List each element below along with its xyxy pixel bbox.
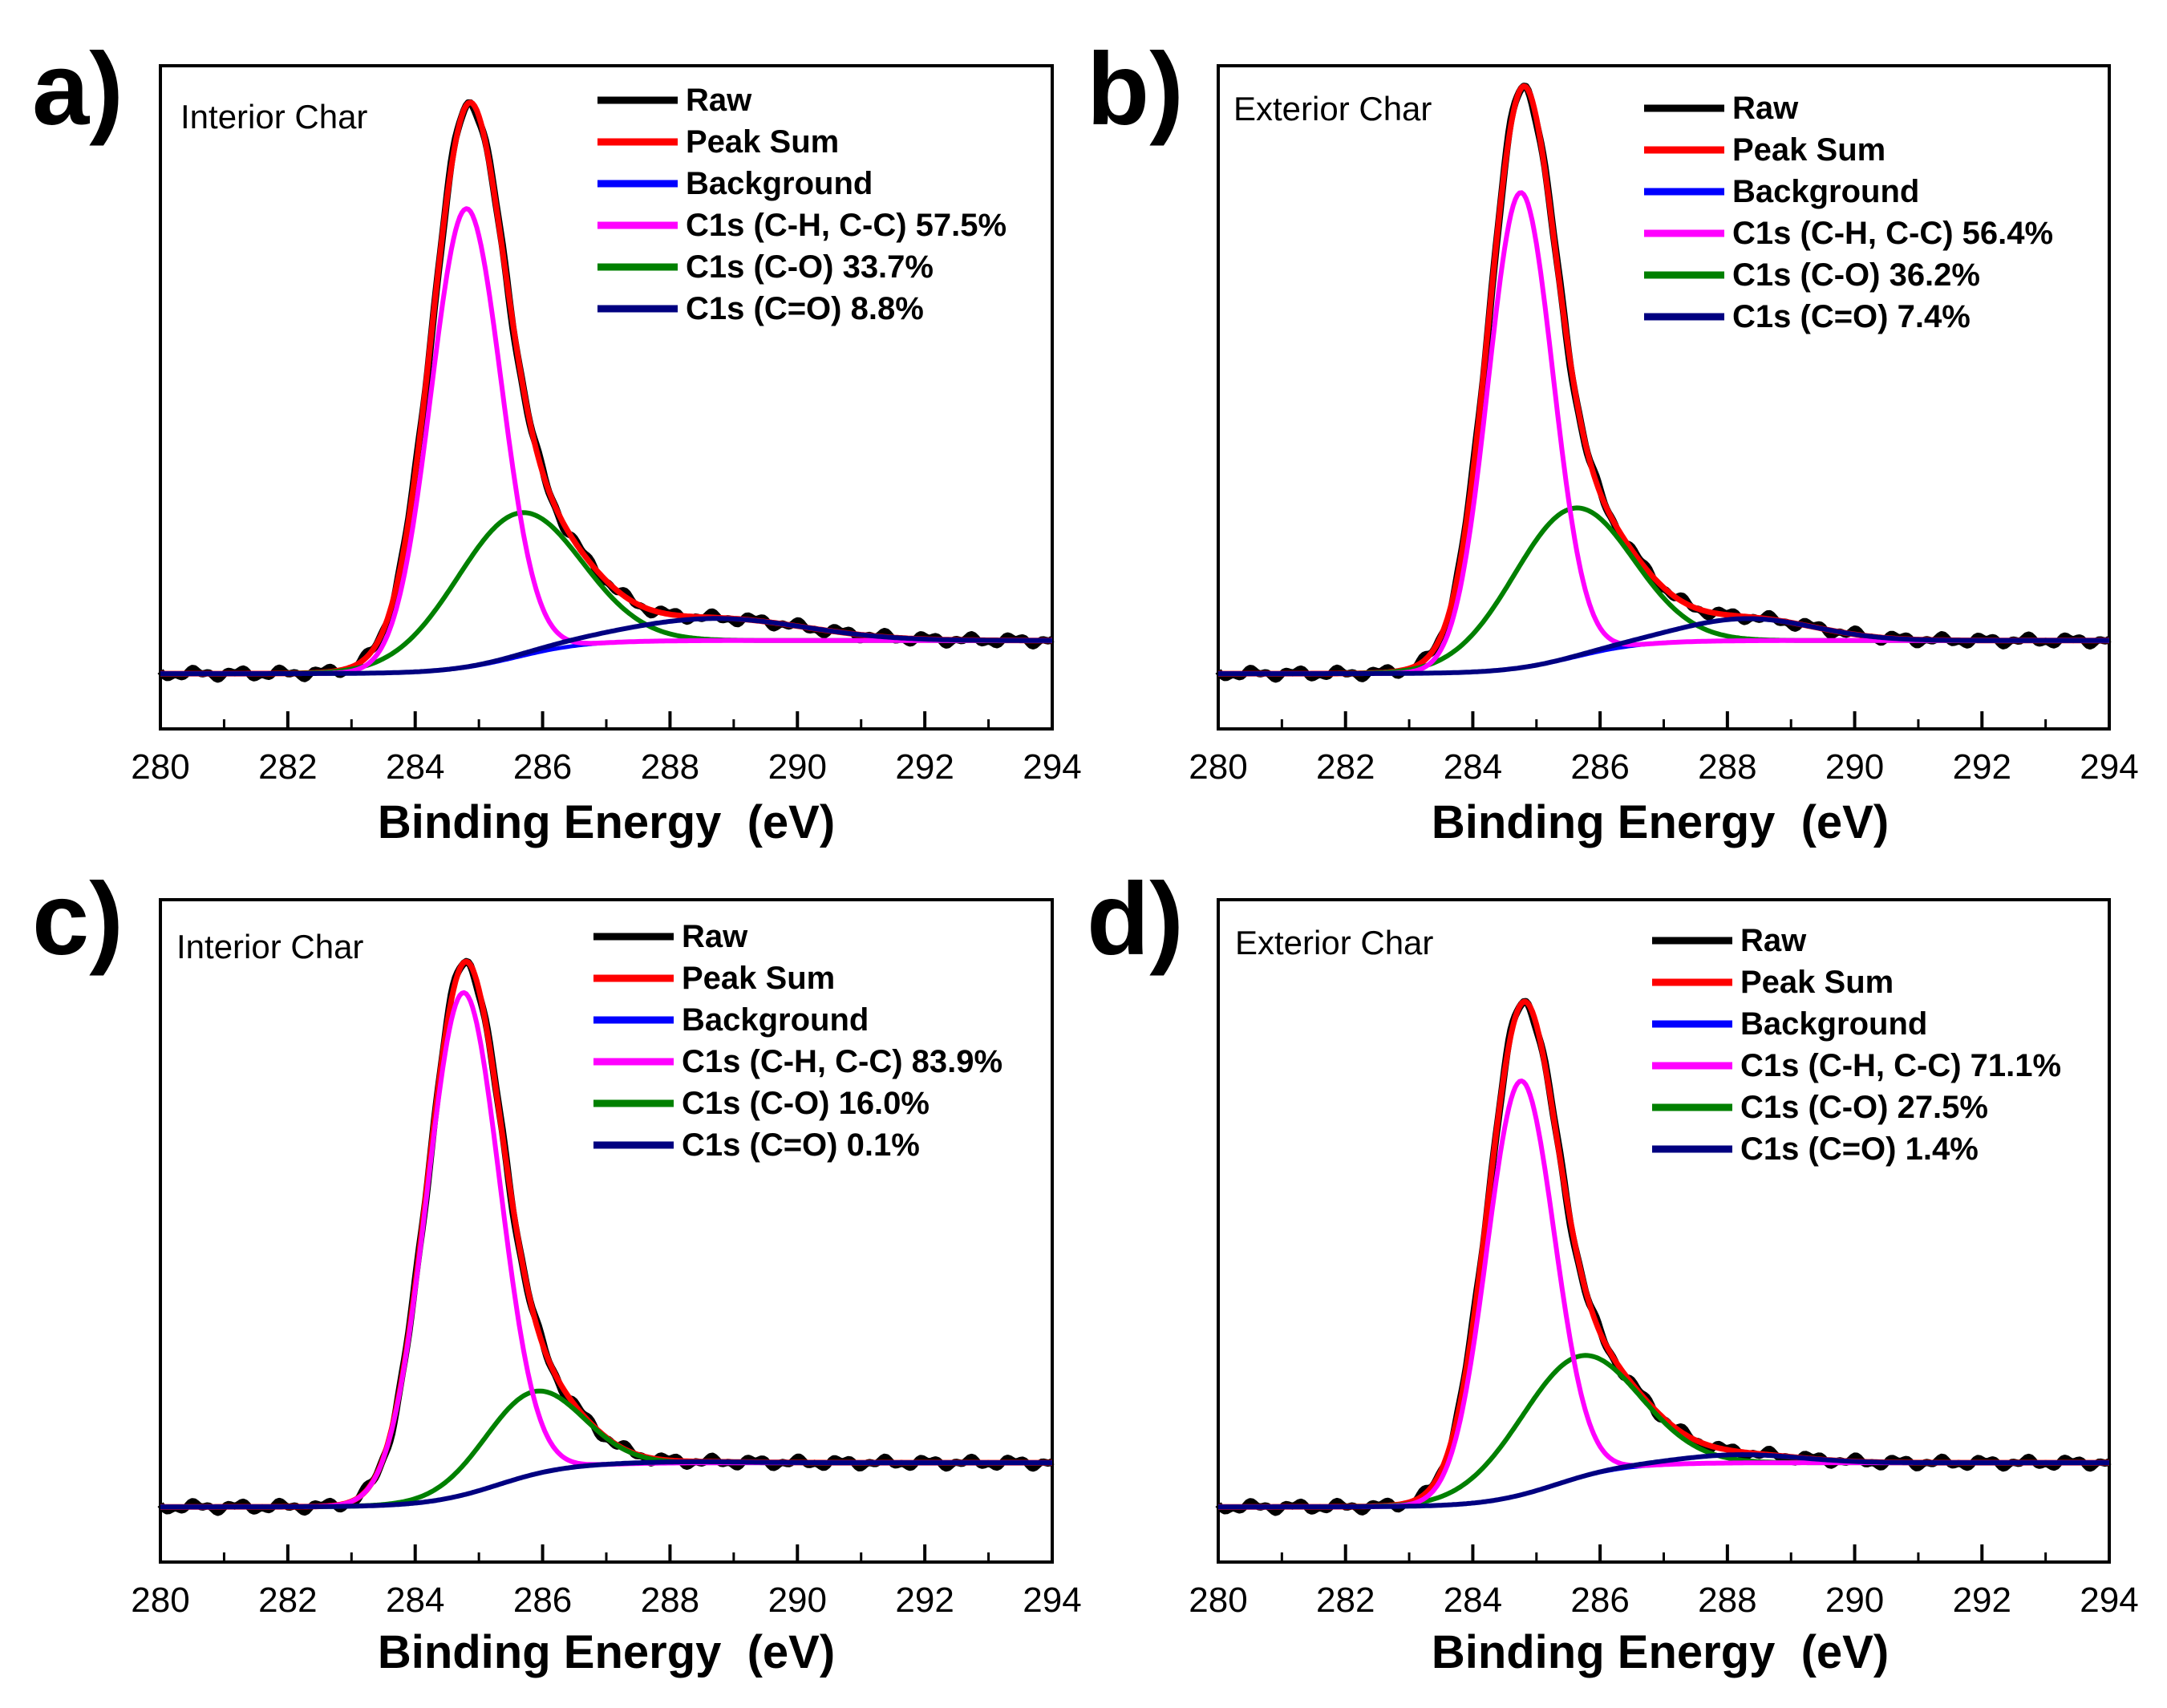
panel-label: c): [32, 862, 124, 977]
legend-label-ch-cc: C1s (C-H, C-C) 57.5%: [686, 208, 1007, 243]
panel-d: d) Exterior Char Raw Peak Sum Background…: [1087, 862, 2139, 1678]
legend-label-peak-sum: Peak Sum: [1740, 965, 1894, 1000]
sample-label: Exterior Char: [1235, 924, 1433, 961]
x-axis-title: Binding Energy (eV): [378, 1626, 835, 1678]
legend-label-raw: Raw: [1740, 923, 1807, 958]
legend-label-background: Background: [1740, 1006, 1927, 1042]
x-tick-label: 286: [513, 747, 572, 787]
legend-label-c-double-o: C1s (C=O) 0.1%: [682, 1127, 920, 1163]
x-tick-label: 290: [1825, 1581, 1884, 1620]
background-line: [160, 1460, 1052, 1509]
legend-label-background: Background: [686, 166, 873, 201]
peak-sum-line: [1217, 83, 2110, 677]
legend: Raw Peak Sum Background C1s (C-H, C-C) 5…: [597, 83, 1007, 326]
panel-label: b): [1087, 32, 1184, 147]
x-tick-label: 288: [641, 747, 699, 787]
x-tick-label: 288: [641, 1581, 699, 1620]
legend-label-peak-sum: Peak Sum: [686, 124, 839, 160]
x-tick-label: 280: [131, 747, 189, 787]
panel-label: d): [1087, 862, 1184, 977]
x-tick-label: 284: [1444, 747, 1502, 787]
x-tick-label: 294: [2080, 1581, 2138, 1620]
x-tick-label: 288: [1698, 747, 1756, 787]
background-line: [160, 638, 1052, 676]
background-line: [1218, 638, 2109, 676]
panel-a: a) Interior Char Raw Peak Sum Background…: [32, 32, 1082, 848]
x-tick-label: 294: [1023, 747, 1081, 787]
x-tick-label: 292: [1953, 747, 2011, 787]
x-tick-label: 294: [1023, 1581, 1081, 1620]
legend-label-c-double-o: C1s (C=O) 1.4%: [1740, 1131, 1979, 1167]
c-o-peak-line: [160, 510, 1053, 677]
x-tick-label: 294: [2080, 747, 2138, 787]
c-double-o-peak-line: [1217, 1452, 2110, 1510]
x-tick-label: 282: [258, 1581, 317, 1620]
c-double-o-peak-line: [160, 616, 1053, 677]
legend-label-c-double-o: C1s (C=O) 8.8%: [686, 291, 924, 326]
x-axis-title: Binding Energy (eV): [1432, 796, 1889, 848]
x-tick-label: 286: [1570, 747, 1629, 787]
x-tick-label: 286: [1570, 1581, 1629, 1620]
x-tick-label: 290: [768, 747, 827, 787]
legend-label-c-double-o: C1s (C=O) 7.4%: [1732, 299, 1971, 334]
legend: Raw Peak Sum Background C1s (C-H, C-C) 5…: [1644, 91, 2053, 334]
panel-c: c) Interior Char Raw Peak Sum Background…: [32, 862, 1082, 1678]
x-tick-label: 290: [768, 1581, 827, 1620]
legend-label-peak-sum: Peak Sum: [682, 961, 835, 996]
x-tick-label: 284: [1444, 1581, 1502, 1620]
x-tick-label: 292: [895, 747, 954, 787]
legend-label-peak-sum: Peak Sum: [1732, 132, 1885, 168]
sample-label: Exterior Char: [1233, 90, 1432, 127]
legend-label-raw: Raw: [686, 83, 752, 118]
x-tick-label: 282: [1316, 1581, 1375, 1620]
legend-label-background: Background: [682, 1002, 869, 1038]
panel-label: a): [32, 32, 124, 147]
sample-label: Interior Char: [180, 98, 367, 136]
legend: Raw Peak Sum Background C1s (C-H, C-C) 7…: [1652, 923, 2061, 1167]
c-o-peak-line: [1217, 1353, 2110, 1510]
x-tick-label: 286: [513, 1581, 572, 1620]
c-double-o-peak-line: [160, 1459, 1053, 1510]
x-tick-label: 292: [895, 1581, 954, 1620]
legend-label-raw: Raw: [682, 919, 748, 954]
x-tick-label: 282: [258, 747, 317, 787]
legend-label-co: C1s (C-O) 36.2%: [1732, 257, 1980, 293]
x-tick-label: 280: [131, 1581, 189, 1620]
c-o-peak-line: [160, 1388, 1053, 1510]
legend-label-ch-cc: C1s (C-H, C-C) 56.4%: [1732, 216, 2053, 251]
x-tick-label: 290: [1825, 747, 1884, 787]
x-tick-label: 280: [1189, 747, 1247, 787]
plot-frame: [159, 64, 1054, 731]
x-tick-label: 280: [1189, 1581, 1247, 1620]
x-axis-title: Binding Energy (eV): [1432, 1626, 1889, 1678]
legend-label-co: C1s (C-O) 33.7%: [686, 249, 934, 285]
legend-label-ch-cc: C1s (C-H, C-C) 71.1%: [1740, 1048, 2061, 1083]
x-tick-label: 292: [1953, 1581, 2011, 1620]
legend-label-background: Background: [1732, 174, 1919, 209]
x-tick-label: 288: [1698, 1581, 1756, 1620]
panel-b: b) Exterior Char Raw Peak Sum Background…: [1087, 32, 2139, 848]
legend-label-ch-cc: C1s (C-H, C-C) 83.9%: [682, 1044, 1002, 1079]
legend-label-raw: Raw: [1732, 91, 1799, 126]
background-line: [1218, 1460, 2109, 1509]
plot-frame: [1217, 64, 2111, 731]
x-tick-label: 284: [386, 747, 444, 787]
sample-label: Interior Char: [176, 928, 363, 965]
x-tick-label: 284: [386, 1581, 444, 1620]
legend-label-co: C1s (C-O) 27.5%: [1740, 1090, 1988, 1125]
legend: Raw Peak Sum Background C1s (C-H, C-C) 8…: [593, 919, 1002, 1163]
x-axis-title: Binding Energy (eV): [378, 796, 835, 848]
legend-label-co: C1s (C-O) 16.0%: [682, 1086, 930, 1121]
c-double-o-peak-line: [1217, 616, 2110, 677]
x-tick-label: 282: [1316, 747, 1375, 787]
